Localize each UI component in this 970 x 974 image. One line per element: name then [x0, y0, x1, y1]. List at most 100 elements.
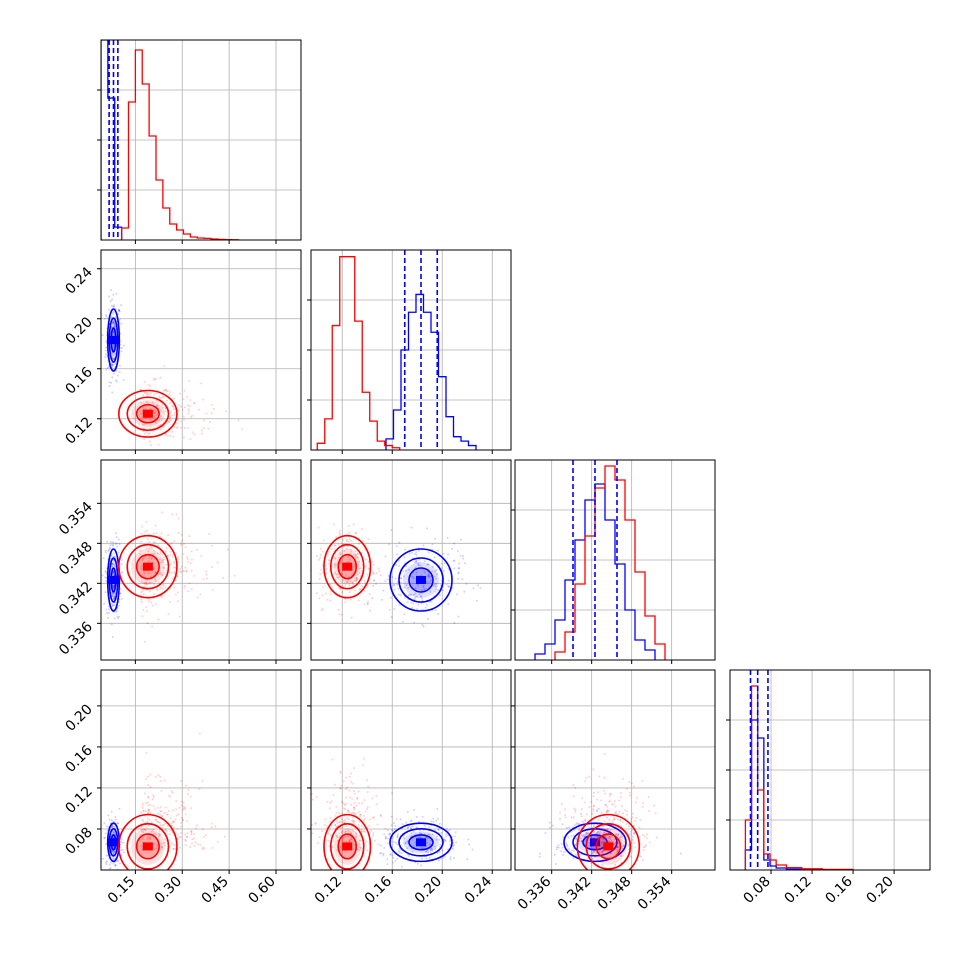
scatter-point	[435, 582, 438, 585]
scatter-point	[620, 830, 623, 833]
scatter-point	[171, 405, 174, 408]
scatter-point	[200, 382, 203, 385]
scatter-point	[159, 813, 162, 816]
scatter-point	[592, 795, 595, 798]
scatter-point	[368, 609, 371, 612]
scatter-point	[361, 802, 364, 805]
panel-p4-p4: 0.08 0.12 0.16 0.20	[726, 669, 931, 907]
scatter-point	[112, 571, 115, 574]
scatter-point	[168, 417, 171, 420]
scatter-point	[363, 579, 366, 582]
scatter-point	[161, 595, 164, 598]
scatter-point	[172, 809, 175, 812]
scatter-point	[351, 582, 354, 585]
scatter-point	[417, 820, 420, 823]
scatter-point	[352, 830, 355, 833]
scatter-point	[432, 584, 435, 587]
scatter-point	[337, 576, 340, 579]
scatter-point	[140, 532, 143, 535]
scatter-point	[179, 825, 182, 828]
scatter-point	[153, 541, 156, 544]
scatter-point	[598, 775, 601, 778]
panel-p3-p3	[511, 459, 716, 664]
contour-line-blue	[398, 557, 444, 603]
scatter-point	[446, 536, 449, 539]
scatter-point	[424, 836, 427, 839]
scatter-point	[319, 553, 322, 556]
scatter-point	[429, 575, 432, 578]
scatter-point	[114, 816, 117, 819]
scatter-point	[158, 828, 161, 831]
scatter-point	[170, 822, 173, 825]
scatter-point	[344, 808, 347, 811]
scatter-point	[141, 802, 144, 805]
scatter-point	[562, 851, 565, 854]
scatter-point	[347, 540, 350, 543]
scatter-point	[110, 555, 113, 558]
density-peak	[108, 336, 119, 344]
scatter-point	[588, 775, 591, 778]
scatter-point	[169, 550, 172, 553]
histogram-series-blue	[385, 293, 477, 450]
scatter-point	[336, 849, 339, 852]
scatter-point	[164, 829, 167, 832]
scatter-point	[641, 801, 644, 804]
scatter-point	[171, 820, 174, 823]
scatter-point	[145, 520, 148, 523]
scatter-point	[579, 812, 582, 815]
scatter-point	[173, 413, 176, 416]
scatter-point	[140, 564, 143, 567]
scatter-point	[163, 844, 166, 847]
scatter-point	[325, 567, 328, 570]
scatter-point	[457, 567, 460, 570]
scatter-point	[436, 549, 439, 552]
scatter-point	[589, 828, 592, 831]
scatter-point	[572, 834, 575, 837]
scatter-point	[168, 558, 171, 561]
scatter-point	[201, 828, 204, 831]
scatter-point	[434, 585, 437, 588]
scatter-point	[103, 317, 106, 320]
scatter-point	[152, 541, 155, 544]
scatter-point	[457, 567, 460, 570]
scatter-point	[144, 530, 147, 533]
contour-line-blue	[108, 317, 119, 363]
scatter-point	[335, 820, 338, 823]
scatter-point	[195, 824, 198, 827]
scatter-point	[165, 550, 168, 553]
scatter-point	[115, 380, 118, 383]
scatter-point	[449, 843, 452, 846]
scatter-point	[622, 833, 625, 836]
scatter-point	[141, 525, 144, 528]
scatter-point	[622, 777, 625, 780]
scatter-point	[171, 541, 174, 544]
tick-label-x-p1: 0.15	[105, 874, 138, 907]
scatter-point	[360, 830, 363, 833]
scatter-point	[112, 596, 115, 599]
scatter-point	[141, 590, 144, 593]
scatter-point	[151, 625, 154, 628]
scatter-point	[353, 563, 356, 566]
scatter-point	[357, 790, 360, 793]
scatter-point	[112, 321, 115, 324]
scatter-point	[143, 792, 146, 795]
scatter-point	[144, 778, 147, 781]
scatter-point	[432, 817, 435, 820]
scatter-point	[172, 820, 175, 823]
scatter-point	[146, 610, 149, 613]
scatter-point	[113, 597, 116, 600]
scatter-point	[349, 772, 352, 775]
scatter-point	[337, 573, 340, 576]
scatter-point	[358, 821, 361, 824]
scatter-point	[340, 542, 343, 545]
contour-line-blue	[398, 827, 444, 857]
scatter-point	[318, 836, 321, 839]
scatter-point	[634, 846, 637, 849]
scatter-point	[140, 540, 143, 543]
scatter-point	[164, 563, 167, 566]
scatter-point	[603, 835, 606, 838]
scatter-point	[155, 532, 158, 535]
scatter-point	[159, 550, 162, 553]
scatter-point	[573, 824, 576, 827]
scatter-point	[104, 355, 107, 358]
